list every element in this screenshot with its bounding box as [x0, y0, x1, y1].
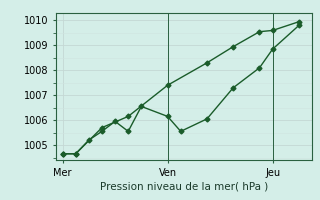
X-axis label: Pression niveau de la mer( hPa ): Pression niveau de la mer( hPa ) — [100, 182, 268, 192]
